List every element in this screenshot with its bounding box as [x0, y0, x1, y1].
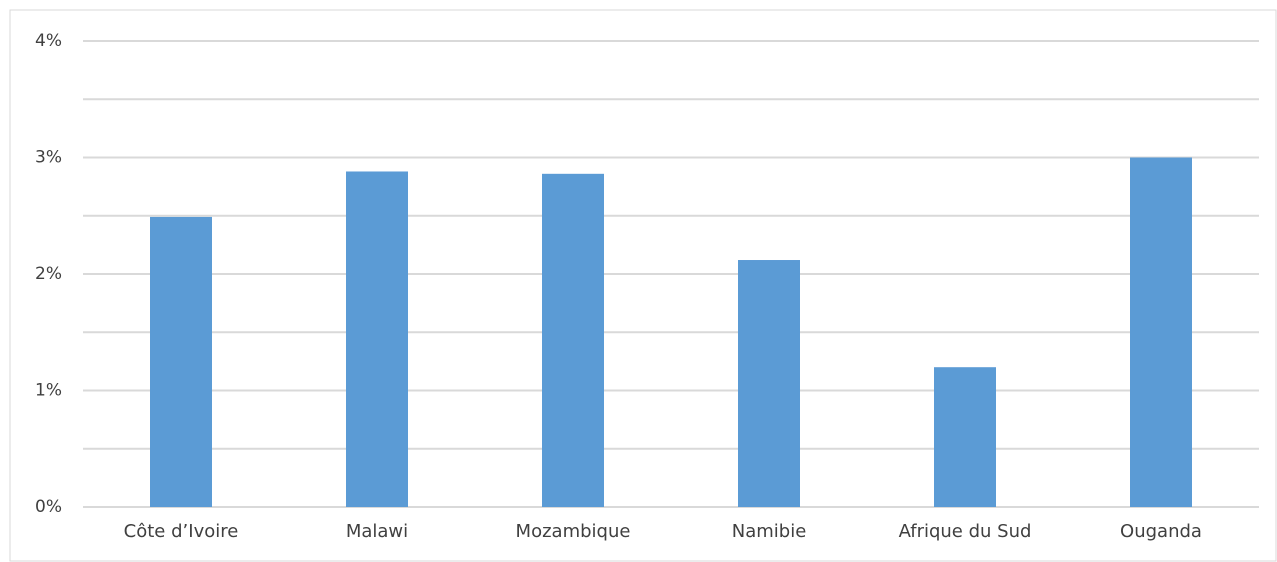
- y-tick-label: 1%: [35, 381, 62, 401]
- bar: [346, 171, 408, 508]
- y-tick-label: 2%: [35, 264, 62, 284]
- chart-frame: [9, 9, 1277, 562]
- bar: [934, 367, 996, 507]
- y-tick-label: 3%: [35, 148, 62, 168]
- x-tick-label: Afrique du Sud: [899, 521, 1032, 542]
- bar: [1130, 157, 1192, 507]
- x-tick-label: Mozambique: [516, 521, 631, 542]
- y-tick-label: 4%: [35, 31, 62, 51]
- y-tick-label: 0%: [35, 497, 62, 517]
- x-tick-label: Ouganda: [1120, 521, 1202, 542]
- x-tick-label: Côte d’Ivoire: [124, 521, 239, 542]
- bar: [150, 216, 212, 508]
- x-tick-label: Namibie: [732, 521, 807, 542]
- bar: [542, 173, 604, 507]
- x-tick-label: Malawi: [346, 521, 408, 542]
- bar: [738, 260, 800, 507]
